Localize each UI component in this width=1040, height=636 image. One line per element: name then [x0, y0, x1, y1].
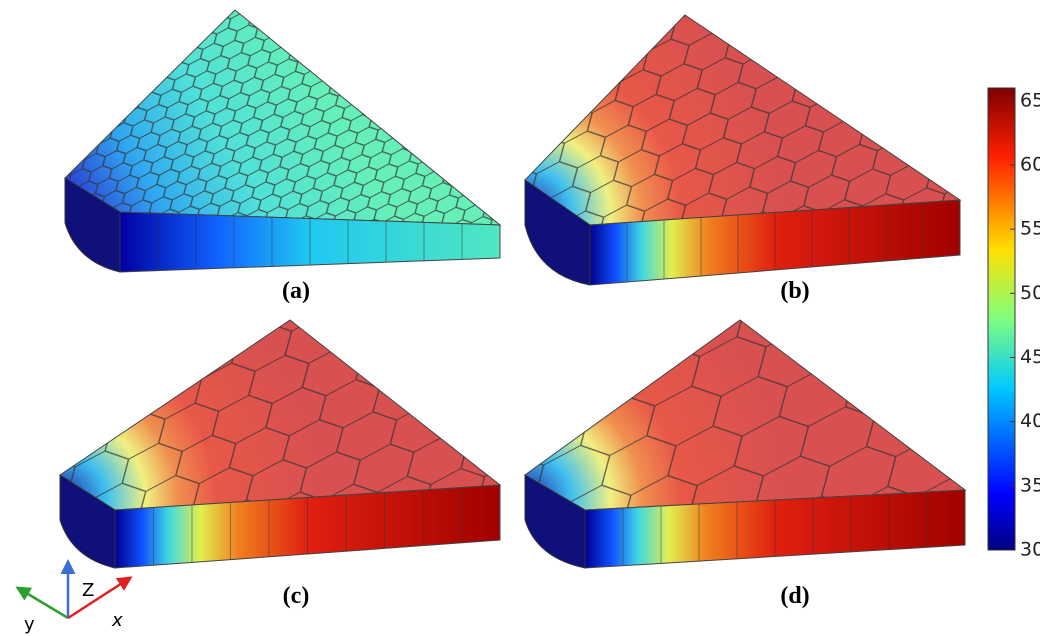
tick-label: 50 [1020, 282, 1040, 304]
tick-label: 40 [1020, 410, 1040, 432]
tick-label: 65 [1020, 89, 1040, 111]
panel-label: (c) [283, 583, 310, 609]
z-label: Z [82, 580, 94, 601]
panel [64, 9, 502, 273]
x-label: x [111, 610, 123, 631]
tick-label: 55 [1020, 218, 1040, 240]
panel-label: (d) [780, 583, 809, 609]
side-face [59, 474, 116, 569]
side-face [524, 474, 586, 569]
axis-triad: y Z x [15, 559, 133, 635]
x-arrow [67, 576, 133, 620]
hex-grid [525, 15, 960, 225]
hex-grid [525, 320, 965, 510]
panel-label: (b) [780, 278, 809, 304]
tick-label: 60 [1020, 154, 1040, 176]
tick-label: 45 [1020, 346, 1040, 368]
panel-label: (a) [282, 278, 310, 304]
panel [524, 14, 962, 286]
colorbar [987, 87, 1016, 551]
side-face [524, 179, 591, 286]
tick-label: 35 [1020, 474, 1040, 496]
y-arrow [15, 586, 69, 620]
panel [59, 319, 502, 569]
hex-grid [65, 10, 500, 225]
y-label: y [24, 614, 35, 635]
panel [524, 319, 967, 569]
side-face [64, 177, 121, 273]
tick-label: 30 [1020, 539, 1040, 561]
hex-grid [60, 320, 500, 510]
